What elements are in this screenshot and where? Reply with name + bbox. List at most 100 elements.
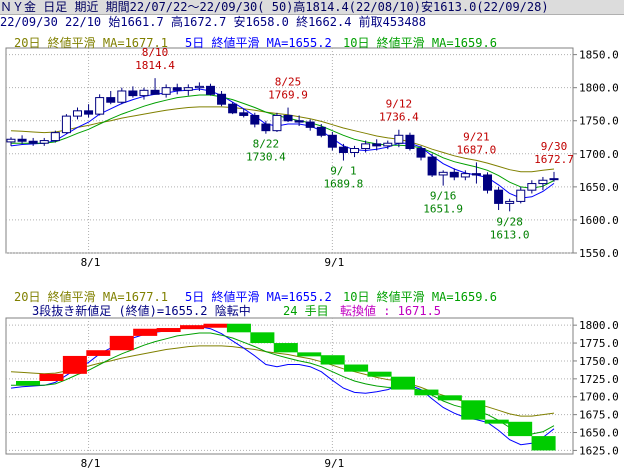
candle — [538, 176, 548, 191]
candle — [272, 112, 282, 132]
y-tick-label: 1625.0 — [579, 444, 619, 457]
top-legend-ma5: 5日 終値平滑 MA=1655.2 — [185, 35, 332, 50]
rise-brick — [39, 373, 64, 381]
y-tick-label: 1700.0 — [579, 391, 619, 404]
rise-brick — [133, 328, 158, 336]
fall-brick — [508, 421, 533, 437]
candle — [50, 130, 60, 143]
bottom-chart-frame — [5, 317, 574, 455]
candle-body — [294, 120, 304, 123]
rise-brick — [180, 325, 205, 330]
candle-body — [150, 89, 160, 95]
candle — [139, 87, 149, 100]
candle-body — [427, 156, 437, 176]
bottom-legend-ma10: 10日 終値平滑 MA=1659.6 — [343, 289, 497, 304]
title-bar: ＮＹ金 日足 期近 期間22/07/22～22/09/30( 50)高1814.… — [0, 0, 624, 15]
candle-body — [305, 121, 315, 128]
new-price-bricks — [16, 323, 556, 451]
candle-body — [361, 143, 371, 150]
fall-brick — [16, 380, 41, 385]
candle — [28, 137, 38, 146]
top-chart-frame — [5, 47, 574, 254]
candle-body — [217, 93, 227, 105]
status-text: 3段抜き新値足 (終値)=1655.2 陰転中 — [32, 303, 251, 318]
candle-body — [494, 189, 504, 204]
candle — [283, 107, 293, 123]
candle-body — [106, 97, 116, 103]
candle — [17, 135, 27, 144]
y-tick-label: 1600.0 — [579, 214, 619, 227]
candle-body — [405, 134, 415, 150]
candle — [217, 90, 227, 107]
annotation-date: 8/25 — [275, 76, 302, 89]
candle-body — [516, 189, 526, 202]
candle-body — [72, 110, 82, 117]
candle-body — [272, 114, 282, 132]
annotation-value: 1730.4 — [246, 151, 286, 164]
fall-brick — [250, 332, 275, 344]
annotation-date: 9/ 1 — [330, 165, 357, 178]
candle-body — [194, 85, 204, 89]
candle — [150, 78, 160, 95]
candle-body — [117, 90, 127, 103]
bottom-y-axis: 1800.0 1775.0 1750.0 1725.0 1700.0 1675.0 1650… — [573, 319, 619, 457]
reversal-text: 転換値 : 1671.5 — [340, 303, 441, 318]
fall-brick — [344, 364, 369, 372]
candle — [383, 140, 393, 150]
y-tick-label: 1750.0 — [579, 355, 619, 368]
candle-body — [538, 179, 548, 185]
y-tick-label: 1775.0 — [579, 337, 619, 350]
bottom-x-axis: 8/1 9/1 — [81, 457, 345, 470]
y-tick-label: 1550.0 — [579, 247, 619, 260]
candle — [250, 112, 260, 128]
candle-body — [449, 171, 459, 178]
annotation-value: 1687.0 — [457, 143, 497, 156]
candle — [316, 124, 326, 138]
candle-body — [172, 87, 182, 91]
x-tick-label: 8/1 — [81, 457, 101, 470]
candle-body — [6, 138, 16, 143]
y-tick-label: 1700.0 — [579, 148, 619, 161]
candle — [471, 162, 481, 184]
candle — [84, 104, 94, 118]
candle-body — [28, 140, 38, 144]
ohlc-info: 22/09/30 22/10 始1661.7 高1672.7 安1658.0 終… — [0, 15, 427, 29]
candle-body — [350, 148, 360, 153]
candle-body — [438, 171, 448, 176]
candle — [183, 84, 193, 96]
candle — [494, 186, 504, 211]
annotation-date: 9/30 — [541, 140, 568, 153]
candle — [338, 143, 348, 161]
candle-body — [338, 146, 348, 153]
candle — [117, 87, 127, 105]
x-tick-label: 9/1 — [324, 256, 344, 269]
rise-brick — [203, 323, 228, 328]
candle-body — [84, 110, 94, 115]
candle — [483, 172, 493, 194]
candle — [239, 108, 249, 118]
y-tick-label: 1850.0 — [579, 49, 619, 62]
candle-body — [549, 178, 559, 181]
ma-line — [11, 94, 555, 189]
candle-body — [383, 142, 393, 147]
candle-body — [228, 103, 238, 114]
candle — [416, 145, 426, 161]
annotation-date: 8/10 — [142, 46, 169, 59]
candle — [72, 107, 82, 120]
candle — [305, 119, 315, 131]
candle — [294, 115, 304, 127]
candle-body — [50, 132, 60, 142]
fall-brick — [297, 352, 322, 357]
x-tick-label: 8/1 — [81, 256, 101, 269]
candle — [6, 137, 16, 146]
candle — [449, 168, 459, 181]
